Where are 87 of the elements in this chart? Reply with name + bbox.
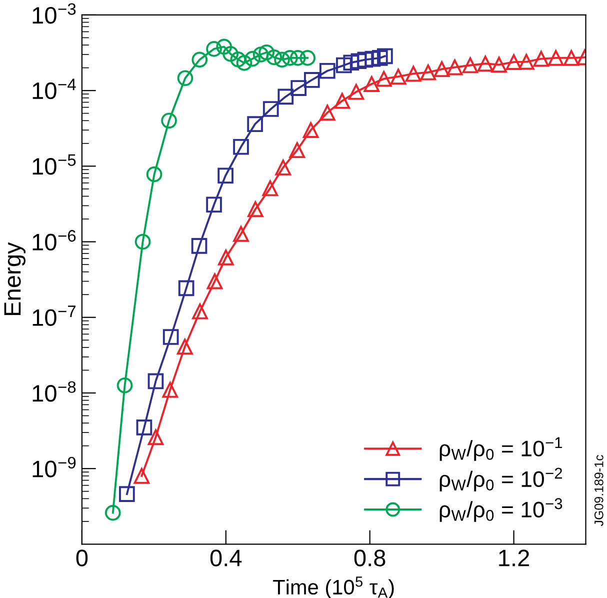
point — [300, 50, 316, 66]
point — [222, 46, 238, 62]
point — [119, 486, 135, 502]
y-axis-title: Energy — [4, 242, 26, 316]
legend-label: ρ$_{W}$/ρ$_{0}$ = 10$^{−3}$ — [440, 498, 562, 522]
point — [390, 68, 406, 85]
point — [178, 280, 194, 296]
point — [274, 52, 290, 68]
point — [446, 59, 463, 76]
point — [146, 166, 162, 182]
point — [262, 101, 279, 117]
y-tick-label: 10$^{−4}$ — [32, 78, 76, 100]
point — [282, 50, 298, 66]
point — [563, 50, 580, 66]
legend-label: ρ$_{W}$/ρ$_{0}$ = 10$^{−1}$ — [440, 437, 562, 461]
point — [350, 53, 367, 70]
point — [162, 329, 179, 345]
point — [244, 50, 260, 67]
point — [148, 373, 164, 390]
point — [247, 201, 264, 218]
point — [177, 70, 194, 86]
point — [218, 168, 234, 184]
point — [405, 66, 422, 82]
point — [290, 50, 306, 66]
point — [377, 48, 393, 64]
point — [161, 112, 177, 129]
point — [176, 338, 193, 355]
point — [116, 377, 133, 394]
point — [348, 84, 364, 100]
point — [420, 64, 436, 80]
point — [506, 54, 522, 70]
text: JG09.189-1c — [594, 455, 604, 526]
point — [266, 49, 282, 66]
point — [518, 54, 534, 70]
point — [252, 46, 269, 62]
point — [134, 234, 151, 250]
point — [136, 420, 152, 436]
point — [218, 250, 234, 266]
point — [230, 52, 246, 68]
point — [148, 429, 164, 446]
point — [343, 54, 360, 71]
point — [162, 382, 178, 398]
legend-label: ρ$_{W}$/ρ$_{0}$ = 10$^{−2}$ — [440, 468, 562, 492]
x-tick-label: 0.8 — [354, 550, 386, 566]
point — [376, 70, 392, 87]
point — [216, 38, 232, 55]
y-tick-label: 10$^{−9}$ — [32, 456, 76, 478]
y-tick-label: 10$^{−7}$ — [32, 306, 76, 326]
point — [236, 55, 252, 71]
point — [548, 50, 564, 66]
point — [491, 56, 507, 73]
y-tick-label: 10$^{−8}$ — [32, 381, 76, 402]
point — [302, 122, 319, 138]
point — [104, 504, 121, 521]
point — [533, 50, 550, 67]
x-tick-label: 0.4 — [210, 550, 242, 566]
point — [304, 72, 320, 88]
point — [192, 303, 208, 320]
point — [192, 52, 208, 68]
point — [278, 88, 294, 105]
point — [247, 116, 263, 132]
point — [477, 56, 494, 72]
point — [233, 138, 249, 155]
point — [275, 160, 292, 176]
point — [364, 76, 380, 92]
y-tick-label: 10$^{−6}$ — [32, 230, 76, 251]
point — [206, 41, 222, 57]
point — [336, 57, 352, 74]
point — [290, 80, 307, 96]
point — [206, 273, 223, 290]
point — [319, 104, 336, 121]
y-tick-label: 10$^{−3}$ — [32, 3, 76, 24]
point — [434, 61, 450, 78]
point — [258, 44, 274, 60]
point — [233, 226, 249, 242]
point — [289, 142, 306, 158]
point — [191, 238, 208, 254]
point — [134, 468, 150, 484]
x-tick-label: 1.2 — [499, 550, 530, 566]
point — [262, 180, 278, 196]
point — [319, 62, 336, 79]
point — [334, 92, 350, 109]
point — [462, 57, 478, 74]
point — [206, 196, 222, 213]
point — [372, 50, 388, 66]
y-tick-label: 10$^{−5}$ — [32, 154, 76, 175]
x-tick-label: 0 — [76, 550, 88, 566]
